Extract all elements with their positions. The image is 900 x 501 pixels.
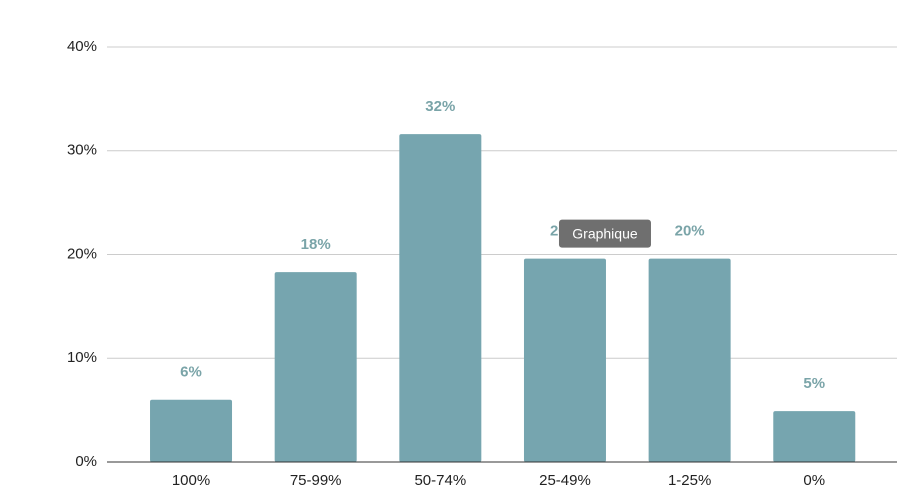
x-tick-label: 25-49% [539, 472, 591, 489]
bar [150, 399, 233, 462]
value-label: 32% [425, 98, 455, 115]
x-tick-label: 50-74% [414, 472, 466, 489]
y-tick-label: 10% [67, 349, 97, 366]
value-label: 5% [803, 375, 825, 392]
bar [648, 258, 731, 462]
bar [523, 258, 606, 462]
value-label: 18% [301, 236, 331, 253]
tooltip-box [558, 219, 651, 248]
y-tick-label: 0% [75, 453, 97, 470]
value-label: 6% [180, 364, 202, 381]
bar [274, 272, 357, 462]
tooltip-text: Graphique [572, 225, 638, 241]
x-tick-label: 0% [803, 472, 825, 489]
x-tick-label: 1-25% [668, 472, 711, 489]
value-label: 20% [675, 223, 705, 240]
y-tick-label: 40% [67, 38, 97, 55]
bar [399, 134, 482, 462]
y-tick-label: 20% [67, 245, 97, 262]
y-tick-label: 30% [67, 142, 97, 159]
x-tick-label: 100% [172, 472, 210, 489]
x-tick-label: 75-99% [290, 472, 342, 489]
bar [773, 411, 856, 462]
